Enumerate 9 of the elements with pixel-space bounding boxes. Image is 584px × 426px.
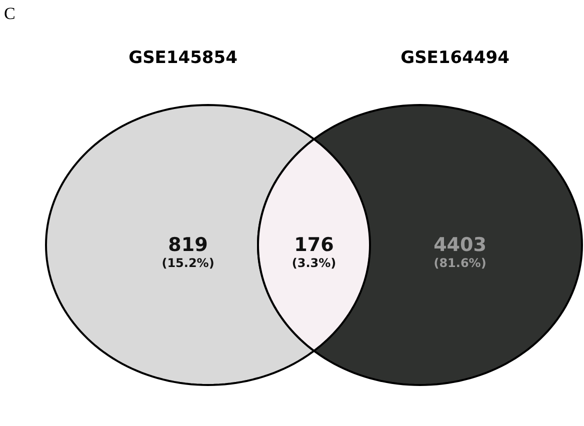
text: (81.6%) xyxy=(434,256,486,270)
text: GSE164494 xyxy=(400,48,510,68)
data-label: 176 xyxy=(294,234,334,256)
text: (3.3%) xyxy=(292,256,336,270)
data-label: 819 xyxy=(168,234,208,256)
text: (15.2%) xyxy=(162,256,214,270)
data-label: 4403 xyxy=(434,234,486,256)
text: GSE145854 xyxy=(128,48,238,68)
text: C xyxy=(4,4,16,23)
